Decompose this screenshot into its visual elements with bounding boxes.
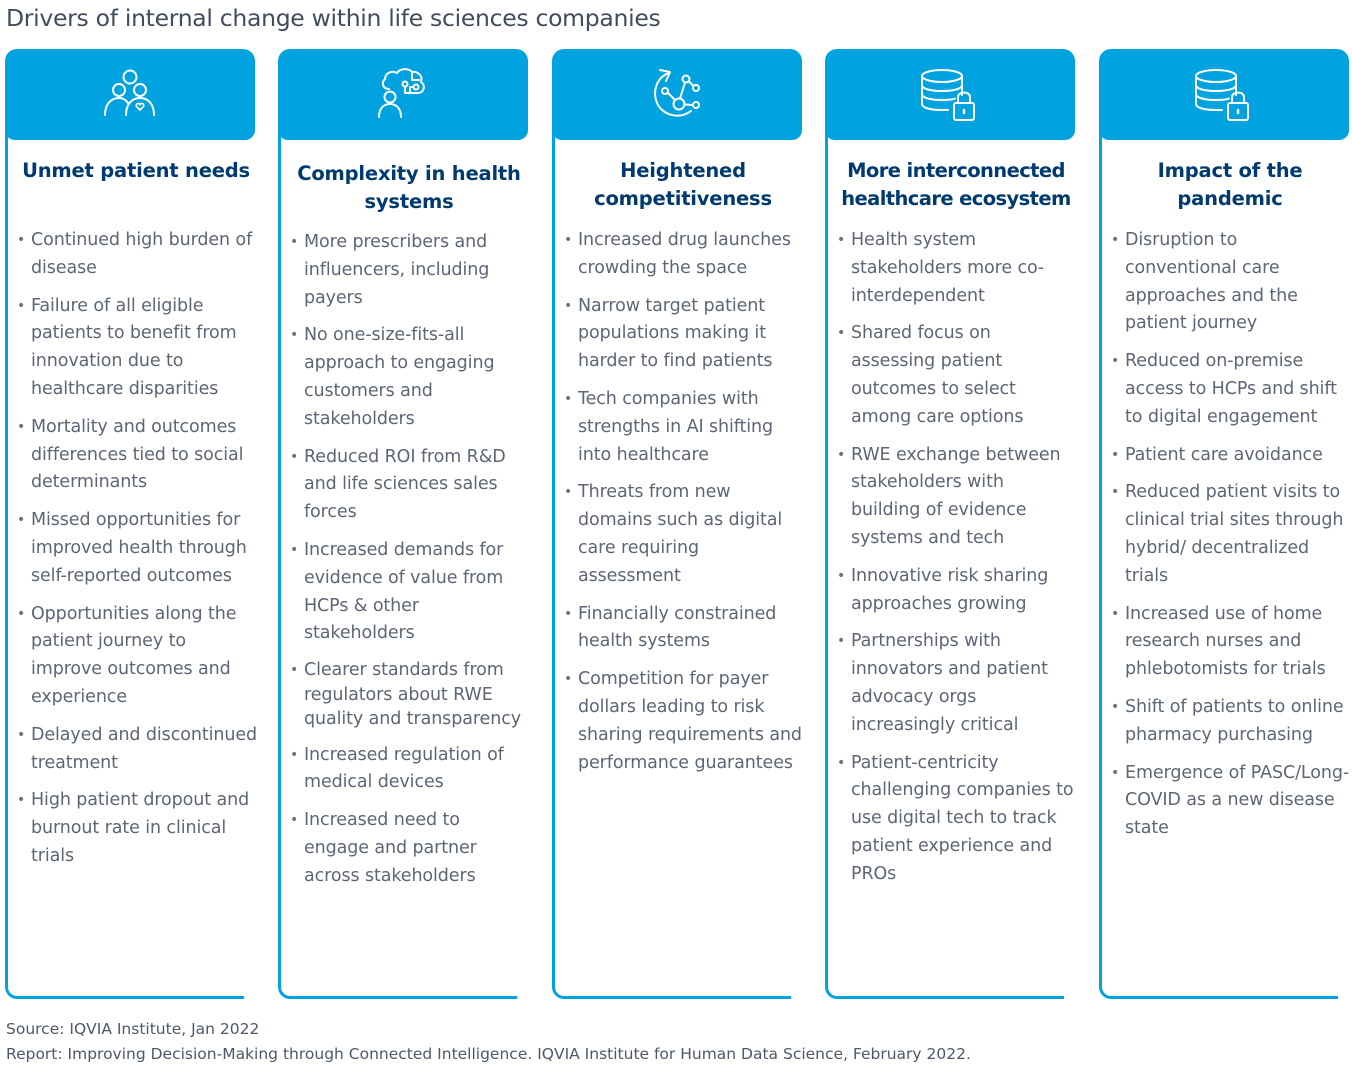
list-item: Partnerships with innovators and patient… <box>837 628 1077 739</box>
list-item: Tech companies with strengths in AI shif… <box>564 386 804 469</box>
bullet-list: Increased drug launches crowding the spa… <box>564 227 804 787</box>
list-item: Reduced patient visits to clinical trial… <box>1111 479 1351 590</box>
list-item: Increased regulation of medical devices <box>290 742 530 798</box>
column-header-band <box>278 49 528 140</box>
driver-column-interconnected-healthcare-ecosystem: More interconnected healthcare ecosystem… <box>825 49 1077 999</box>
list-item: RWE exchange between stakeholders with b… <box>837 442 1077 553</box>
list-item: Missed opportunities for improved health… <box>17 507 257 590</box>
list-item: Narrow target patient populations making… <box>564 293 804 376</box>
column-heading: Heightened competitiveness <box>594 159 772 210</box>
column-frame <box>5 129 244 999</box>
bullet-list: Disruption to conventional care approach… <box>1111 227 1351 853</box>
list-item: Opportunities along the patient journey … <box>17 601 257 712</box>
network-growth-arrow-icon <box>654 69 700 117</box>
column-heading: Complexity in health systems <box>297 162 521 213</box>
family-heart-icon <box>104 69 155 116</box>
list-item: Patient-centricity challenging companies… <box>837 750 1077 889</box>
list-item: Innovative risk sharing approaches growi… <box>837 563 1077 619</box>
list-item: Increased demands for evidence of value … <box>290 537 530 648</box>
list-item: Threats from new domains such as digital… <box>564 479 804 590</box>
list-item: Failure of all eligible patients to bene… <box>17 293 257 404</box>
footer: Source: IQVIA Institute, Jan 2022 Report… <box>6 1017 971 1067</box>
list-item: High patient dropout and burnout rate in… <box>17 787 257 870</box>
column-frame <box>825 129 1064 999</box>
column-frame <box>278 129 517 999</box>
bullet-list: Health system stakeholders more co-inter… <box>837 227 1077 899</box>
column-frame <box>1099 129 1338 999</box>
list-item: Emergence of PASC/Long-COVID as a new di… <box>1111 760 1351 843</box>
report-citation: Report: Improving Decision-Making throug… <box>6 1045 971 1063</box>
person-cloud-circuit-icon <box>378 68 425 118</box>
bullet-list: Continued high burden of disease Failure… <box>17 227 257 881</box>
driver-column-complexity-in-health-systems: Complexity in health systems More prescr… <box>278 49 530 999</box>
driver-column-heightened-competitiveness: Heightened competitiveness Increased dru… <box>552 49 804 999</box>
column-header-band <box>552 49 802 140</box>
column-heading: Unmet patient needs <box>22 159 250 182</box>
list-item: Disruption to conventional care approach… <box>1111 227 1351 338</box>
driver-column-unmet-patient-needs: Unmet patient needs Continued high burde… <box>5 49 257 999</box>
list-item: Increased drug launches crowding the spa… <box>564 227 804 283</box>
source-note: Source: IQVIA Institute, Jan 2022 <box>6 1020 260 1038</box>
list-item: Reduced ROI from R&D and life sciences s… <box>290 444 530 527</box>
list-item: Shift of patients to online pharmacy pur… <box>1111 694 1351 750</box>
list-item: Continued high burden of disease <box>17 227 257 283</box>
list-item: Delayed and discontinued treatment <box>17 722 257 778</box>
list-item: Competition for payer dollars leading to… <box>564 666 804 777</box>
column-header-band <box>1099 49 1349 140</box>
column-header-band <box>5 49 255 140</box>
list-item: Financially constrained health systems <box>564 601 804 657</box>
list-item: Increased use of home research nurses an… <box>1111 601 1351 684</box>
database-lock-icon <box>921 69 975 121</box>
list-item: Reduced on-premise access to HCPs and sh… <box>1111 348 1351 431</box>
column-heading: Impact of the pandemic <box>1157 159 1303 210</box>
list-item: Increased need to engage and partner acr… <box>290 807 530 890</box>
list-item: More prescribers and influencers, includ… <box>290 229 530 312</box>
bullet-list: More prescribers and influencers, includ… <box>290 229 530 901</box>
list-item: No one-size-fits-all approach to engagin… <box>290 322 530 433</box>
list-item: Patient care avoidance <box>1111 442 1351 470</box>
column-heading: More interconnected healthcare ecosystem <box>841 159 1071 210</box>
list-item: Mortality and outcomes differences tied … <box>17 414 257 497</box>
column-frame <box>552 129 791 999</box>
list-item: Shared focus on assessing patient outcom… <box>837 320 1077 431</box>
list-item: Health system stakeholders more co-inter… <box>837 227 1077 310</box>
driver-column-impact-of-the-pandemic: Impact of the pandemic Disruption to con… <box>1099 49 1351 999</box>
database-lock-icon <box>1195 69 1249 121</box>
column-header-band <box>825 49 1075 140</box>
page-title: Drivers of internal change within life s… <box>6 4 661 32</box>
list-item: Clearer standards from regulators about … <box>290 658 530 732</box>
